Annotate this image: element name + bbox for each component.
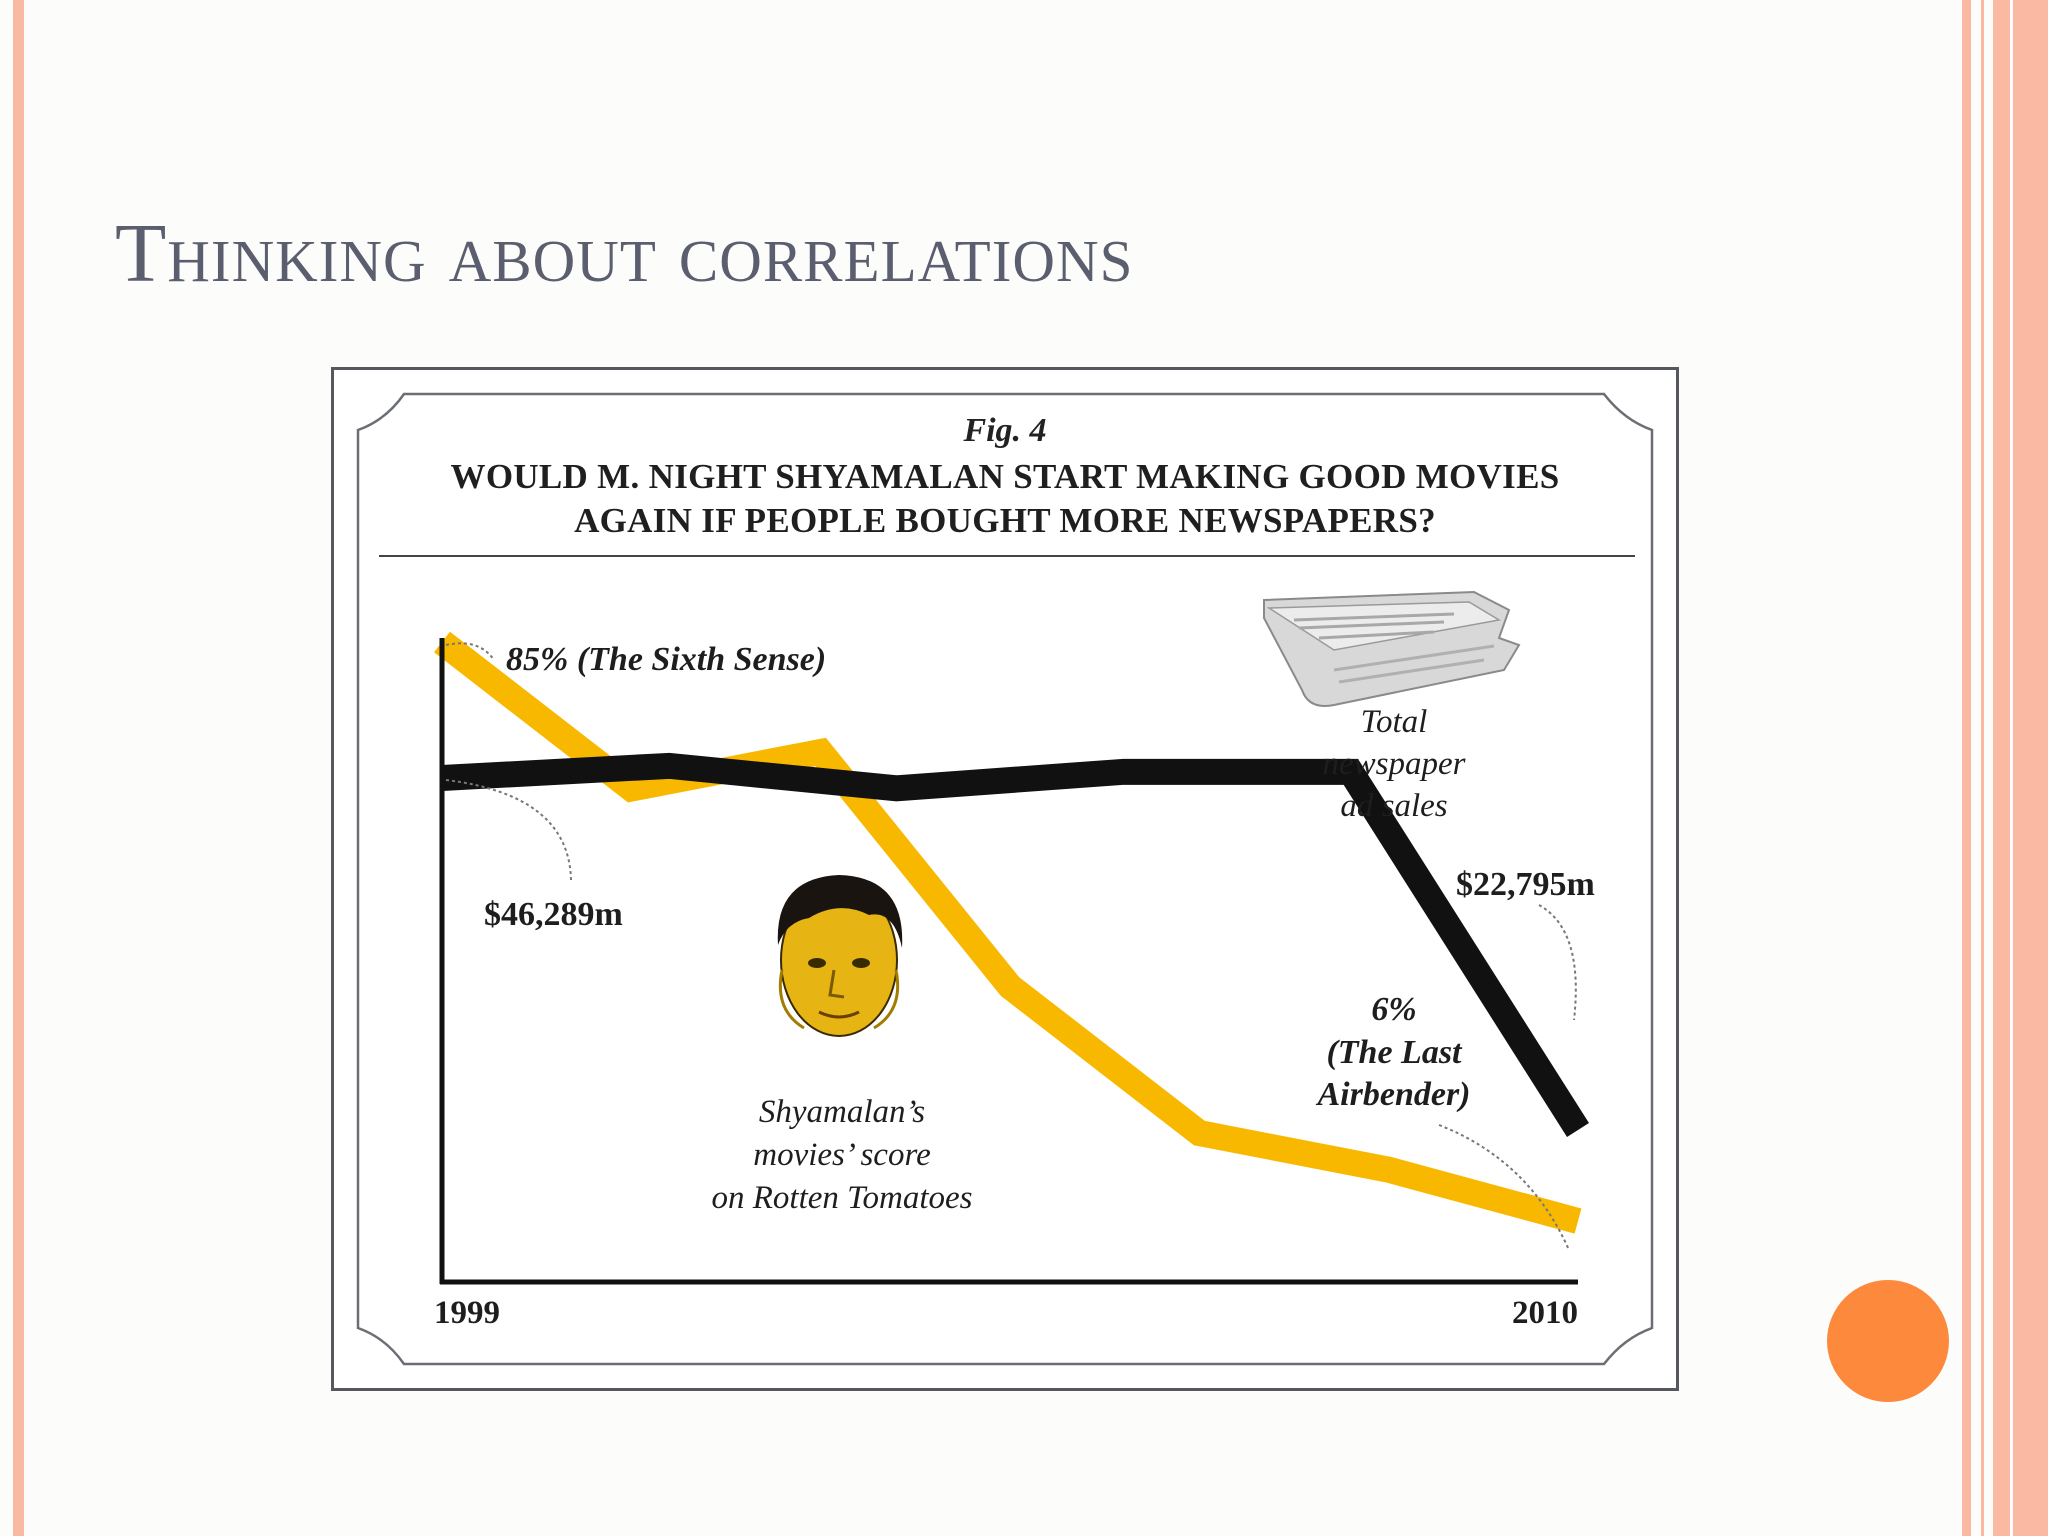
figure-panel: Fig. 4 WOULD M. NIGHT SHYAMALAN START MA… <box>331 367 1679 1391</box>
right-accent-line <box>2010 0 2013 1536</box>
x-tick-label-end: 2010 <box>1512 1295 1578 1331</box>
chart-title-line-2: AGAIN IF PEOPLE BOUGHT MORE NEWSPAPERS? <box>574 501 1436 540</box>
sales-series-line <box>441 752 1589 1137</box>
sales-series-label: Total newspaper ad sales <box>1323 704 1466 824</box>
decorative-dot <box>1827 1280 1949 1402</box>
shyamalan-portrait <box>777 875 903 1037</box>
sales-end-label: $22,795m <box>1456 866 1595 903</box>
sales-series-label-line-3: ad sales <box>1340 788 1447 824</box>
leader-line-start-sales <box>445 779 572 881</box>
score-series-label-line-2: movies’ score <box>753 1137 930 1173</box>
decorative-frame <box>356 392 1654 1366</box>
score-end-label: 6% (The Last Airbender) <box>1316 991 1471 1113</box>
score-series-label: Shyamalan’s movies’ score on Rotten Toma… <box>712 1094 973 1216</box>
leader-line-end-score <box>1438 1124 1570 1251</box>
score-end-label-line-2: (The Last <box>1326 1034 1463 1071</box>
figure-label: Fig. 4 <box>963 412 1047 449</box>
score-end-label-line-1: 6% <box>1371 991 1416 1028</box>
right-accent-bar-2 <box>1981 0 1984 1536</box>
x-tick-label-start: 1999 <box>434 1295 500 1331</box>
score-end-label-line-3: Airbender) <box>1316 1076 1471 1113</box>
chart-title: WOULD M. NIGHT SHYAMALAN START MAKING GO… <box>374 455 1636 543</box>
right-accent-bar-1 <box>1962 0 1971 1536</box>
sales-series-label-line-2: newspaper <box>1323 746 1466 782</box>
slide-title: Thinking about correlations <box>115 207 1134 300</box>
sales-start-label: $46,289m <box>484 896 623 933</box>
sales-series-label-line-1: Total <box>1361 704 1428 740</box>
right-accent-bar-3 <box>1993 0 2048 1536</box>
leader-line-end-sales <box>1538 904 1577 1021</box>
score-series-label-line-1: Shyamalan’s <box>759 1094 925 1130</box>
title-divider <box>379 555 1635 557</box>
chart-title-line-1: WOULD M. NIGHT SHYAMALAN START MAKING GO… <box>450 457 1560 496</box>
score-start-label: 85% (The Sixth Sense) <box>506 641 826 678</box>
leader-line-start-score <box>445 642 495 661</box>
left-accent-bar <box>13 0 24 1536</box>
newspaper-icon <box>1263 590 1521 707</box>
line-chart: 85% (The Sixth Sense) $46,289m $22,795m … <box>434 590 1595 1331</box>
score-series-label-line-3: on Rotten Tomatoes <box>712 1180 973 1216</box>
